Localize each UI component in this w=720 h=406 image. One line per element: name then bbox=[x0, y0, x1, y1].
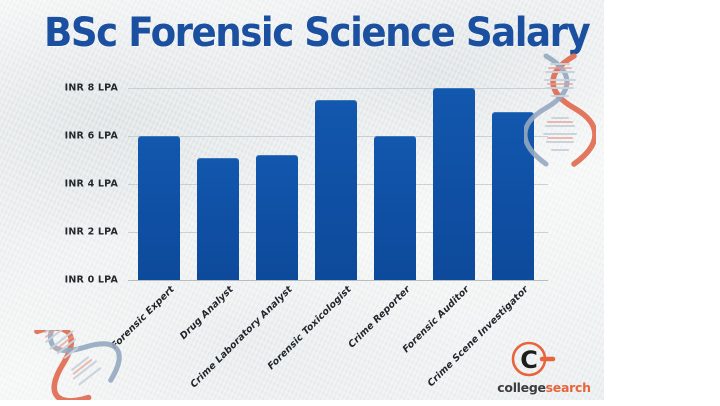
bottom-margin bbox=[0, 400, 604, 406]
dna-helix-icon bbox=[4, 311, 124, 400]
brand-logo[interactable]: C collegesearch bbox=[492, 338, 596, 400]
y-tick-label-0: INR 0 LPA bbox=[64, 274, 118, 286]
axis-baseline bbox=[128, 280, 548, 281]
brand-word-college: college bbox=[497, 380, 546, 395]
bar-crime-laboratory-analyst[interactable] bbox=[256, 155, 298, 280]
y-tick-label-2: INR 2 LPA bbox=[64, 226, 118, 238]
gridline-8 bbox=[128, 88, 548, 89]
brand-wordmark: collegesearch bbox=[492, 380, 596, 395]
y-tick-label-8: INR 8 LPA bbox=[64, 82, 118, 94]
bar-forensic-expert[interactable] bbox=[138, 136, 180, 280]
y-axis: INR 0 LPA INR 2 LPA INR 4 LPA INR 6 LPA … bbox=[0, 80, 126, 286]
infographic-canvas: BSc Forensic Science Salary INR 0 LPA IN… bbox=[0, 0, 604, 400]
page-title: BSc Forensic Science Salary bbox=[44, 10, 591, 56]
brand-word-search: search bbox=[545, 380, 591, 395]
plot-area bbox=[128, 80, 548, 281]
bar-forensic-toxicologist[interactable] bbox=[315, 100, 357, 280]
x-tick-label-2: Crime Laboratory Analyst bbox=[188, 284, 295, 391]
bar-crime-reporter[interactable] bbox=[374, 136, 416, 280]
y-tick-label-6: INR 6 LPA bbox=[64, 130, 118, 142]
svg-text:C: C bbox=[520, 346, 538, 374]
bar-drug-analyst[interactable] bbox=[197, 157, 239, 280]
collegesearch-magnifier-icon: C bbox=[510, 338, 556, 380]
y-tick-label-4: INR 4 LPA bbox=[64, 178, 118, 190]
bar-crime-scene-investigator[interactable] bbox=[492, 112, 534, 280]
right-margin bbox=[604, 0, 720, 406]
x-tick-label-4: Crime Reporter bbox=[346, 284, 413, 351]
x-tick-label-0: Forensic Expert bbox=[109, 284, 177, 352]
x-tick-label-1: Drug Analyst bbox=[177, 284, 236, 342]
bar-forensic-auditor[interactable] bbox=[433, 88, 475, 280]
